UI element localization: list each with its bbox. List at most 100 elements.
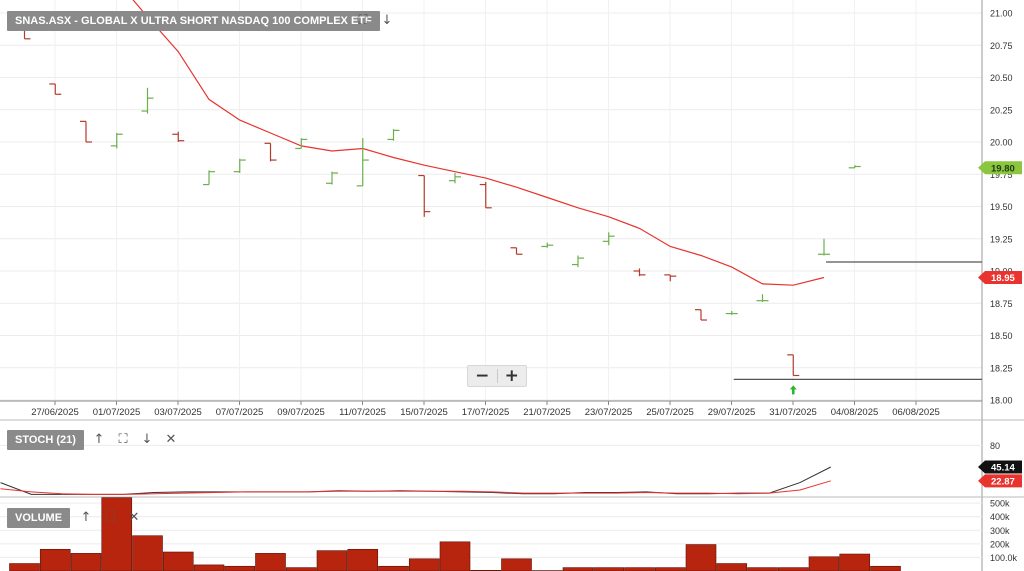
moving-average-line [132,0,825,286]
x-axis: 27/06/2025 01/07/2025 03/07/2025 07/07/2025… [0,400,1024,421]
volume-bar [870,565,901,571]
ohlc-bar [510,247,523,255]
ohlc-bar [572,255,584,268]
volume-bar [39,548,71,571]
y-tick-label: 20.50 [990,73,1013,83]
volume-bar [162,551,194,571]
ohlc-bar [541,242,554,248]
volume-bar [747,567,778,571]
ohlc-bar [633,268,646,277]
ohlc-bar [725,310,738,315]
arrow-up-icon[interactable]: ↑ [93,432,105,447]
stoch-d-badge: 22.87 [978,474,1022,488]
ma-badge-text: 18.95 [991,273,1015,284]
arrow-down-icon[interactable]: ↓ [381,13,393,28]
ohlc-bar [80,120,92,143]
zoom-separator [496,369,498,383]
volume-bar [9,563,40,571]
y-tick-label: 18.75 [990,299,1013,309]
y-tick-label: 20.75 [990,41,1013,51]
buy-signal-arrow [789,385,797,395]
volume-y-tick-label: 400k [990,512,1010,522]
stoch-y-tick-label: 80 [990,441,1000,451]
ohlc-bar [49,83,62,95]
stoch-label[interactable]: STOCH (21) [7,430,84,450]
zoom-in-button[interactable]: + [504,366,519,386]
ohlc-bar [602,232,615,246]
volume-bar [316,550,348,571]
close-icon[interactable]: ✕ [128,510,140,525]
volume-y-tick-label: 300k [990,526,1010,536]
volume-bar [101,497,133,571]
ohlc-bar [141,87,154,114]
ohlc-bar [418,174,431,217]
volume-label[interactable]: VOLUME [7,508,71,528]
ohlc-bar [110,132,123,149]
arrow-up-icon[interactable]: ↑ [80,510,92,525]
moving-average [132,0,825,286]
stoch-k-badge-shape [978,460,1022,474]
x-tick-label: 09/07/2025 [277,407,325,418]
expand-icon[interactable]: ⛶ [118,432,128,447]
x-tick-label: 23/07/2025 [585,407,633,418]
x-tick-label: 06/08/2025 [892,407,940,418]
ohlc-bar [203,170,215,186]
y-tick-label: 21.00 [990,9,1013,19]
volume-bar [378,565,409,571]
x-tick-label: 11/07/2025 [339,407,386,418]
price-bars [18,18,861,377]
close-icon[interactable]: ✕ [165,432,177,447]
x-tick-label: 03/07/2025 [154,407,202,418]
volume-y-tick-label: 200k [990,539,1010,549]
volume-bar [716,563,748,571]
volume-bar [70,553,102,571]
ma-badge: 18.95 [978,270,1022,284]
chart-title[interactable]: SNAS.ASX - GLOBAL X ULTRA SHORT NASDAQ 1… [7,11,380,31]
x-tick-label: 15/07/2025 [400,407,448,418]
ohlc-bar [756,294,769,302]
volume-bar [285,567,317,571]
stoch-d-line [0,480,831,495]
volume-bar [132,535,163,571]
stochastic-panel: 80 45.14 22.87 [0,441,1024,498]
ohlc-bar [295,138,308,150]
x-tick-label: 29/07/2025 [708,407,756,418]
last-price-badge-text: 19.80 [991,163,1015,174]
volume-bar [439,541,471,571]
volume-bar [562,567,594,571]
ohlc-bar [172,131,185,142]
volume-bar [224,565,256,571]
y-tick-label: 18.25 [990,363,1013,373]
volume-bar [808,556,840,571]
ohlc-bar [818,238,830,256]
ohlc-bar [848,165,861,169]
ohlc-bar [479,181,492,209]
y-tick-label: 18.50 [990,331,1013,341]
expand-icon[interactable]: ⛶ [358,13,368,28]
ohlc-bar [233,158,246,173]
y-tick-label: 20.25 [990,105,1013,115]
last-price-badge: 19.80 [978,161,1022,175]
ohlc-bar [264,142,277,162]
stoch-k-line [0,466,832,495]
zoom-control: − + [467,365,527,387]
x-tick-label: 04/08/2025 [831,407,879,418]
last-price-badge-shape [978,161,1022,175]
support-lines [733,261,982,395]
volume-bar [255,553,286,571]
ohlc-bar [664,274,677,282]
volume-bar [777,567,809,571]
x-tick-label: 25/07/2025 [646,407,694,418]
y-tick-label: 19.75 [990,170,1013,180]
volume-bar [654,567,686,571]
volume-bar [685,544,717,571]
zoom-out-button[interactable]: − [475,366,490,386]
x-tick-label: 27/06/2025 [31,407,79,418]
ohlc-bar [326,171,338,185]
price-pane [0,0,982,401]
y-tick-label: 18.00 [990,396,1013,406]
price-badges: 19.80 18.95 [978,161,1022,284]
arrow-down-icon[interactable]: ↓ [141,432,153,447]
stoch-d-badge-text: 22.87 [991,476,1015,487]
expand-icon[interactable]: ⛶ [105,510,115,525]
